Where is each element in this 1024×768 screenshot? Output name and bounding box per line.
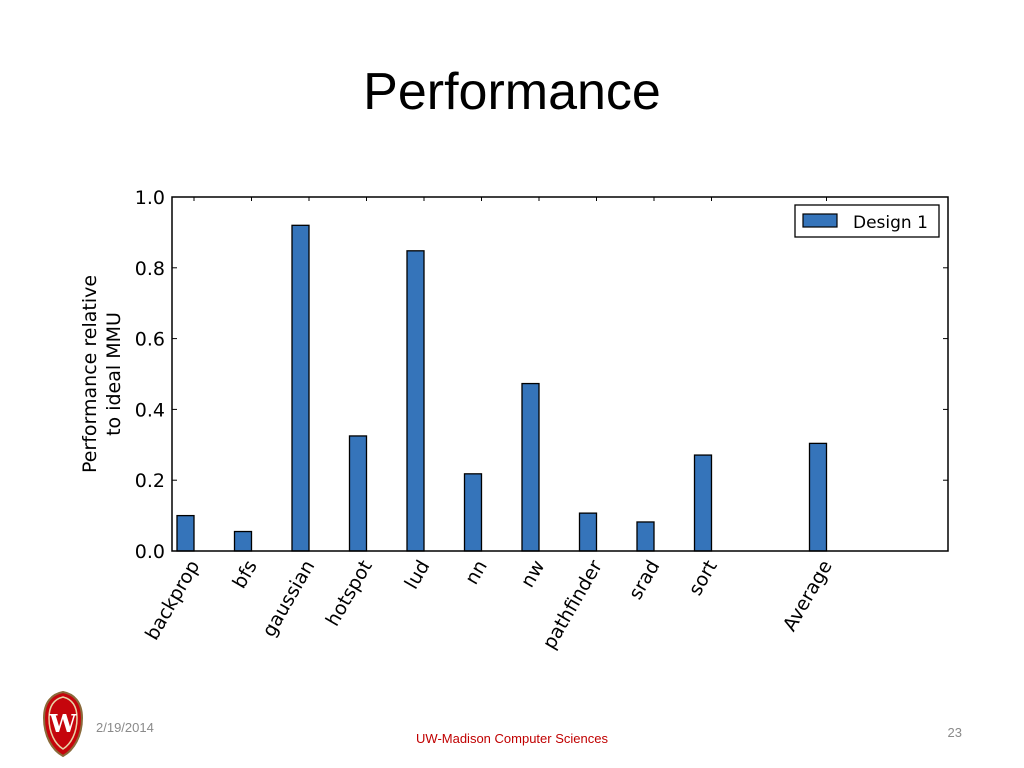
x-tick-label-hotspot: hotspot — [322, 557, 377, 630]
footer-title: UW-Madison Computer Sciences — [416, 731, 608, 746]
x-tick-label-bfs: bfs — [228, 557, 261, 593]
footer-date: 2/19/2014 — [96, 720, 154, 735]
slide-title: Performance — [363, 63, 661, 121]
y-axis-label-line: Performance relative — [79, 275, 101, 473]
y-axis-label: Performance relative to ideal MMU — [79, 275, 125, 473]
bars-layer — [176, 224, 828, 552]
bar-lud — [406, 250, 425, 552]
x-tick-label-lud: lud — [401, 557, 435, 593]
legend-label: Design 1 — [853, 213, 928, 233]
bar-nw — [521, 382, 540, 552]
bar-average — [808, 442, 828, 552]
x-tick-label-pathfinder: pathfinder — [538, 556, 607, 653]
crest-letter: W — [49, 709, 78, 738]
bar-sort — [693, 454, 713, 552]
x-tick-label-nn: nn — [461, 557, 492, 589]
y-tick-label: 0.2 — [135, 470, 165, 492]
bar-bfs — [233, 530, 253, 552]
y-tick-label: 0.8 — [135, 258, 165, 280]
bar-backprop — [176, 514, 195, 552]
legend-swatch — [802, 213, 838, 228]
bar-pathfinder — [578, 512, 598, 552]
x-tick-label-gaussian: gaussian — [258, 557, 319, 641]
x-tick-label-sort: sort — [684, 557, 721, 600]
bar-nn — [463, 473, 483, 552]
bar-srad — [636, 521, 655, 552]
plot-frame — [171, 196, 949, 552]
y-tick-label: 0.0 — [135, 541, 165, 563]
bar-hotspot — [348, 435, 368, 552]
y-axis-label-line: to ideal MMU — [103, 312, 125, 436]
uw-crest-icon: W — [40, 690, 86, 758]
legend-layer: Design 1 — [794, 204, 940, 238]
x-tick-label-backprop: backprop — [141, 557, 204, 644]
page-number: 23 — [947, 725, 962, 740]
x-tick-label-nw: nw — [516, 557, 549, 592]
x-tick-label-average: Average — [779, 557, 837, 636]
y-tick-label: 0.4 — [135, 399, 165, 421]
y-tick-label: 1.0 — [135, 187, 165, 209]
y-tick-label: 0.6 — [135, 329, 165, 351]
x-tick-label-srad: srad — [625, 557, 665, 604]
bar-gaussian — [291, 224, 310, 552]
